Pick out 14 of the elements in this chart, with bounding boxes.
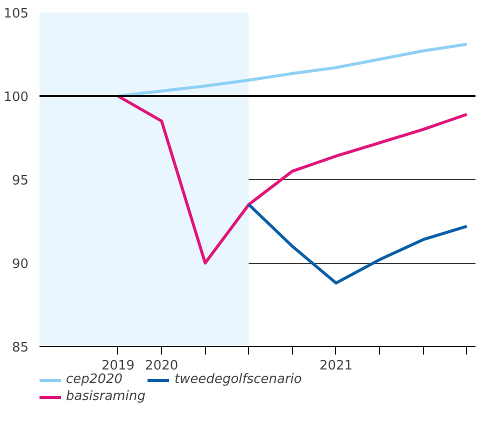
y-tick-label: 85 (12, 340, 29, 356)
legend-label: cep2020 (66, 372, 122, 387)
line-series (116, 42, 468, 98)
legend-label: basisraming (66, 389, 146, 404)
x-tick-label: 2020 (145, 358, 178, 374)
legend-label: tweedegolfscenario (174, 372, 302, 387)
x-tick-label: 2019 (101, 358, 135, 374)
x-tick-label: 2021 (319, 358, 353, 374)
y-tick-label: 105 (4, 6, 29, 22)
y-tick-label: 100 (4, 90, 29, 105)
y-tick-label: 90 (12, 257, 29, 272)
line-series (116, 94, 468, 264)
line-series (247, 203, 468, 285)
y-tick-label: 95 (12, 174, 29, 188)
